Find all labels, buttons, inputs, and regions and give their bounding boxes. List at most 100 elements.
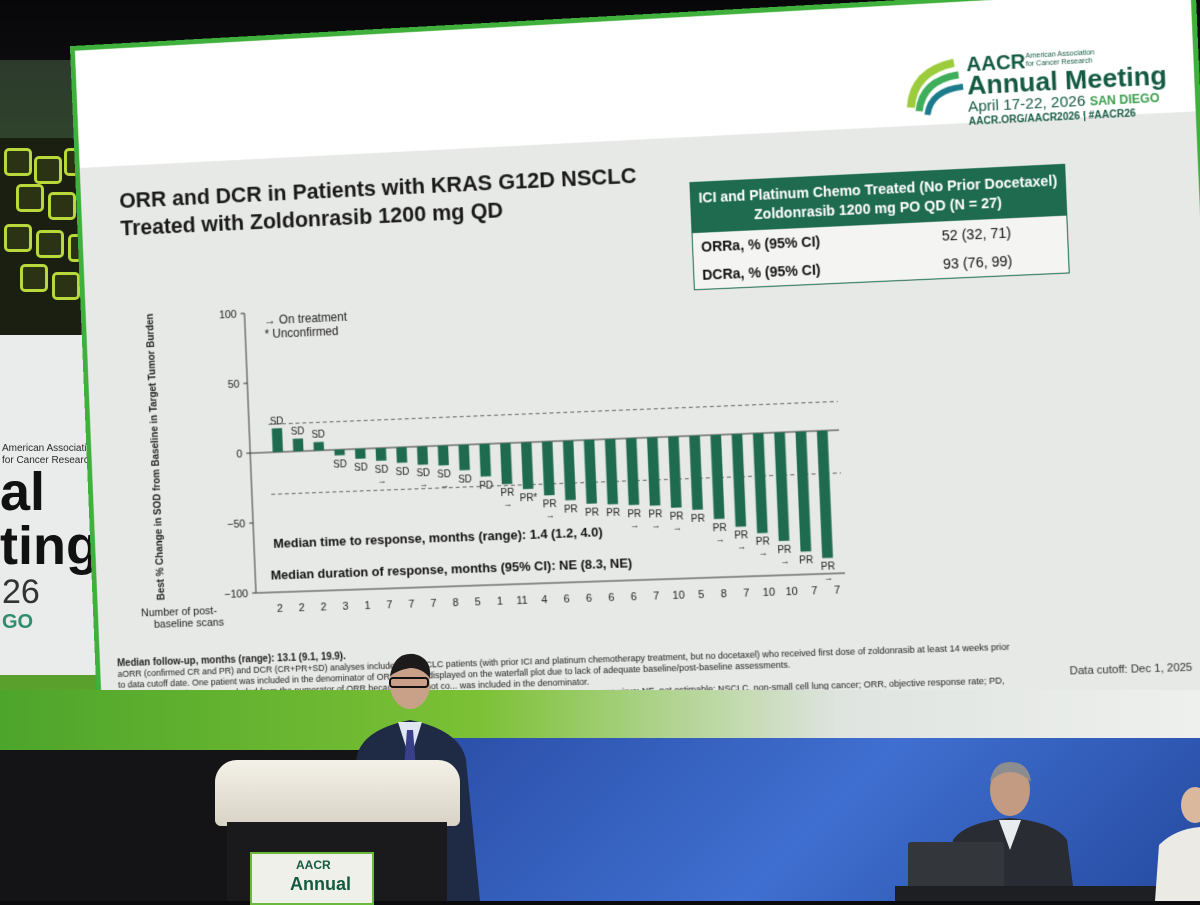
on-treatment-arrow: →	[440, 480, 449, 490]
response-label: SD	[395, 466, 409, 478]
on-treatment-arrow: →	[630, 520, 639, 530]
scan-count: 6	[563, 593, 570, 605]
scan-count: 5	[698, 589, 705, 601]
bar	[479, 444, 491, 477]
side-banner-city: GO	[2, 611, 33, 634]
response-label: PR	[606, 508, 620, 520]
hexagon-shape	[4, 224, 32, 252]
scan-count: 4	[541, 594, 548, 606]
scan-count: 10	[763, 586, 776, 599]
on-treatment-arrow: →	[378, 475, 387, 485]
side-banner-word-annual: al	[0, 465, 45, 519]
bar	[521, 442, 533, 489]
bar	[668, 436, 682, 507]
response-label: SD	[458, 474, 472, 486]
bar	[584, 440, 597, 504]
response-label: PD	[479, 480, 493, 492]
scan-count: 6	[630, 591, 637, 603]
hexagon-shape	[16, 184, 44, 212]
aacr-swirl-icon	[903, 54, 971, 122]
hexagon-shape	[48, 192, 76, 220]
scan-count: 7	[408, 598, 414, 610]
scan-count: 7	[430, 598, 437, 610]
bar	[396, 447, 407, 463]
y-tick-label: −50	[227, 518, 246, 531]
y-axis-label: Best % Change in SOD from Baseline in Ta…	[145, 313, 167, 600]
scan-count: 10	[785, 586, 798, 599]
bar	[647, 437, 660, 506]
response-label: SD	[291, 426, 305, 438]
response-label: PR	[585, 507, 599, 519]
bar	[689, 436, 703, 510]
scan-count: 7	[811, 585, 818, 597]
response-label: SD	[375, 464, 389, 476]
response-label: PR	[543, 499, 557, 511]
scan-count: 11	[516, 595, 528, 607]
response-label: SD	[354, 462, 368, 474]
podium: AACR Annual	[215, 760, 460, 901]
scans-label-line2: baseline scans	[154, 617, 225, 631]
logo-city: SAN DIEGO	[1089, 91, 1159, 109]
aacr-meeting-logo: AACR American Association for Cancer Res…	[903, 43, 1173, 128]
hexagon-shape	[34, 156, 62, 184]
bar	[313, 442, 324, 451]
response-label: PR	[670, 511, 684, 523]
table-row-value: 93 (76, 99)	[943, 253, 1013, 272]
bar	[542, 441, 555, 495]
median-time-to-response: Median time to response, months (range):…	[273, 524, 603, 551]
bar	[500, 443, 512, 484]
response-label: PR	[756, 537, 770, 549]
response-label: PR	[648, 509, 662, 521]
scan-count: 2	[298, 602, 304, 614]
scan-count: 1	[364, 600, 370, 612]
data-cutoff: Data cutoff: Dec 1, 2025	[1069, 662, 1192, 678]
legend-unconfirmed: * Unconfirmed	[264, 324, 338, 341]
response-label: PR	[500, 488, 514, 500]
response-label: PR	[691, 513, 705, 525]
bar	[774, 432, 789, 541]
response-label: SD	[437, 469, 451, 481]
bar	[272, 428, 283, 452]
on-treatment-arrow: →	[503, 499, 512, 509]
scan-count: 6	[586, 593, 593, 605]
scan-count: 1	[497, 595, 504, 607]
on-treatment-arrow: →	[759, 548, 768, 558]
scan-count: 7	[653, 590, 660, 602]
waterfall-chart: Best % Change in SOD from Baseline in Ta…	[123, 257, 888, 664]
response-label: PR	[799, 555, 813, 567]
response-label: SD	[416, 468, 430, 480]
on-treatment-arrow: →	[546, 510, 555, 520]
response-label: PR	[564, 504, 578, 516]
scan-count: 5	[474, 596, 481, 608]
bar	[753, 433, 768, 533]
table-row-label: ORRa, % (95% CI)	[701, 233, 821, 255]
bar	[817, 431, 833, 559]
panelist-figure-right	[1155, 785, 1200, 901]
on-treatment-arrow: →	[672, 522, 681, 532]
bar	[334, 449, 345, 455]
side-banner-word-meeting: ting	[0, 519, 99, 573]
y-tick-label: −100	[224, 588, 248, 601]
hexagon-shape	[4, 148, 32, 176]
bar	[458, 445, 469, 471]
bar	[732, 434, 747, 527]
y-tick-label: 100	[219, 309, 237, 322]
on-treatment-arrow: →	[824, 573, 834, 583]
bar	[710, 435, 724, 519]
response-label: PR	[627, 509, 641, 521]
reference-line	[268, 401, 837, 424]
scan-count: 2	[320, 601, 326, 613]
bar	[376, 448, 387, 461]
on-treatment-arrow: →	[780, 556, 789, 566]
bar	[417, 446, 428, 465]
hexagon-shape	[52, 272, 80, 300]
side-banner-year: 26	[2, 573, 40, 612]
bar	[626, 438, 639, 505]
scan-count: 7	[743, 587, 750, 599]
scan-count: 2	[277, 603, 283, 615]
bar	[605, 439, 618, 505]
bar	[355, 449, 366, 459]
hexagon-shape	[36, 230, 64, 258]
podium-annual: Annual	[290, 874, 351, 895]
scan-count: 7	[386, 599, 392, 611]
